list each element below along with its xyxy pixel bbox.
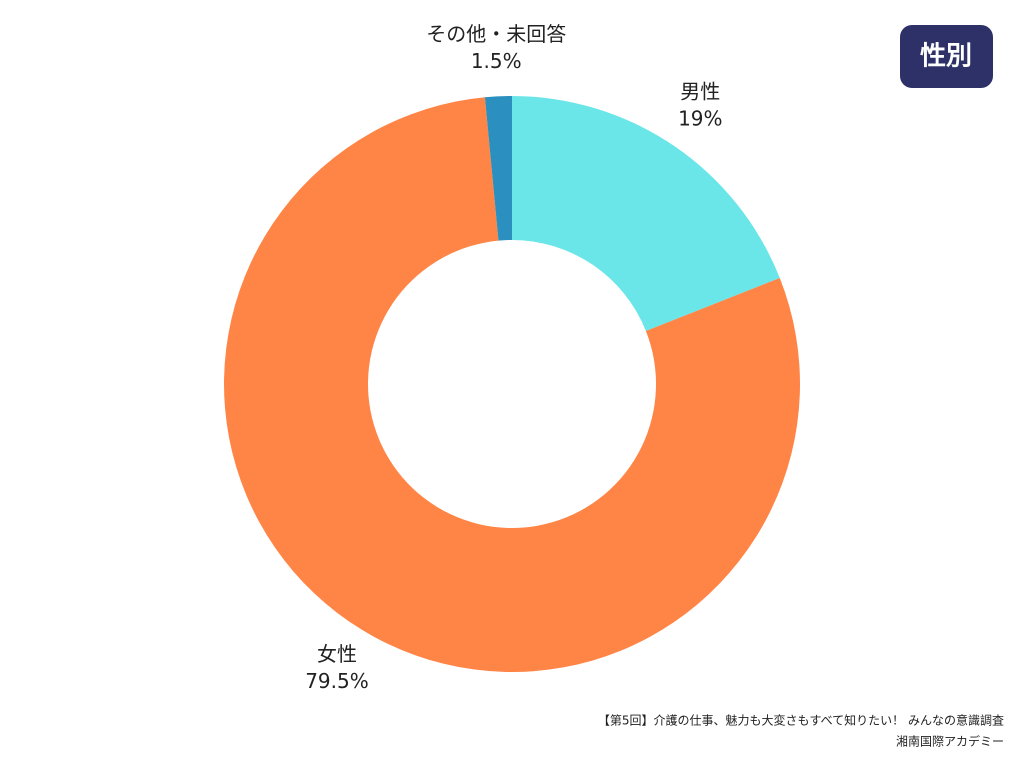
slice-label: その他・未回答 bbox=[426, 22, 566, 46]
chart-title: 性別 bbox=[920, 42, 972, 72]
slice-label: 男性 bbox=[680, 79, 720, 103]
slice-value-label: 19% bbox=[678, 106, 722, 130]
donut-slice bbox=[224, 97, 800, 673]
footer-line: 湘南国際アカデミー bbox=[896, 734, 1004, 749]
slice-value-label: 79.5% bbox=[305, 669, 369, 693]
footer-line: 【第5回】介護の仕事、魅力も大変さもすべて知りたい！ みんなの意識調査 bbox=[598, 713, 1004, 728]
donut-slice bbox=[512, 96, 780, 331]
slice-label: 女性 bbox=[317, 642, 357, 666]
title-badge bbox=[900, 25, 993, 88]
slice-value-label: 1.5% bbox=[471, 49, 522, 73]
donut-slice bbox=[484, 96, 512, 241]
